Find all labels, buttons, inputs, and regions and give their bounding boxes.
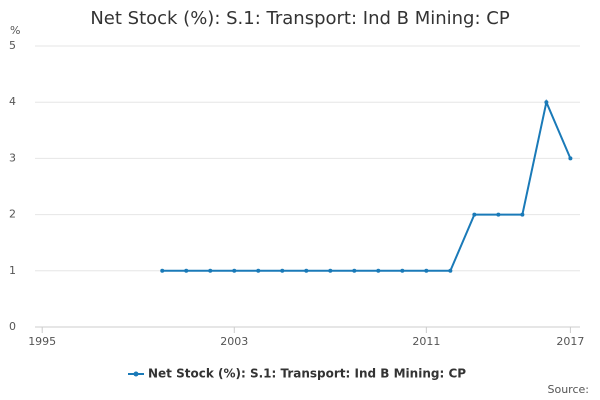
point	[208, 268, 213, 273]
point	[448, 268, 453, 273]
line	[162, 98, 572, 272]
point	[376, 268, 381, 273]
y-tick-label: 1	[9, 264, 16, 277]
y-unit: %	[10, 24, 20, 37]
point	[304, 268, 309, 273]
point	[520, 212, 525, 217]
point	[280, 268, 285, 273]
x-tick-label: 2003	[220, 335, 248, 348]
chart-title: Net Stock (%): S.1: Transport: Ind B Min…	[90, 8, 509, 29]
point	[472, 212, 477, 217]
point	[160, 268, 165, 273]
point	[184, 268, 189, 273]
y-tick-label: 0	[9, 320, 16, 333]
point	[496, 212, 501, 217]
y-tick-label: 3	[9, 151, 16, 164]
x-tick-label: 1995	[28, 335, 56, 348]
point	[424, 268, 429, 273]
y-tick-label: 2	[9, 208, 16, 221]
point	[232, 268, 237, 273]
point	[328, 268, 333, 273]
y-tick-label: 4	[9, 95, 16, 108]
legend-label: Net Stock (%): S.1: Transport: Ind B Min…	[148, 367, 466, 381]
source: Source:	[548, 383, 590, 396]
point	[400, 268, 405, 273]
point	[352, 268, 357, 273]
y-tick-label: 5	[9, 39, 16, 52]
x-tick-label: 2011	[412, 335, 440, 348]
point	[256, 268, 261, 273]
point	[544, 100, 549, 105]
legend-swatch-dot	[133, 371, 139, 377]
x-tick-label: 2017	[556, 335, 584, 348]
point	[568, 156, 573, 161]
